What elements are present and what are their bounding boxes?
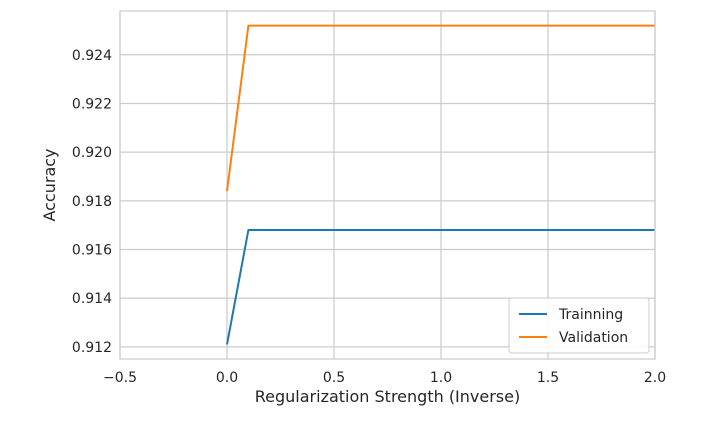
y-tick-label: 0.914 [72, 291, 112, 307]
y-tick-label: 0.912 [72, 340, 112, 356]
x-axis-label: Regularization Strength (Inverse) [255, 387, 520, 406]
y-tick-labels: 0.912 0.914 0.916 0.918 0.920 0.922 0.924 [72, 48, 112, 356]
x-tick-labels: −0.5 0.0 0.5 1.0 1.5 2.0 [103, 370, 666, 386]
series-lines [226, 24, 655, 345]
series-line-validation [226, 24, 655, 192]
plot-frame [119, 10, 656, 360]
y-tick-label: 0.922 [72, 96, 112, 112]
y-tick-label: 0.918 [72, 194, 112, 210]
x-tick-label: 1.0 [430, 370, 452, 386]
legend-label: Trainning [558, 307, 623, 323]
x-tick-label: 2.0 [644, 370, 666, 386]
y-axis-label: Accuracy [40, 148, 59, 221]
x-tick-label: 1.5 [537, 370, 559, 386]
x-tick-label: 0.0 [216, 370, 238, 386]
legend-label: Validation [559, 330, 628, 346]
series-line-training [226, 229, 655, 345]
x-tick-label: −0.5 [103, 370, 137, 386]
legend-box [508, 297, 650, 354]
y-tick-label: 0.920 [72, 145, 112, 161]
y-tick-label: 0.916 [72, 242, 112, 258]
legend: Trainning Validation [508, 297, 650, 354]
x-tick-label: 0.5 [323, 370, 345, 386]
y-tick-label: 0.924 [72, 48, 112, 64]
